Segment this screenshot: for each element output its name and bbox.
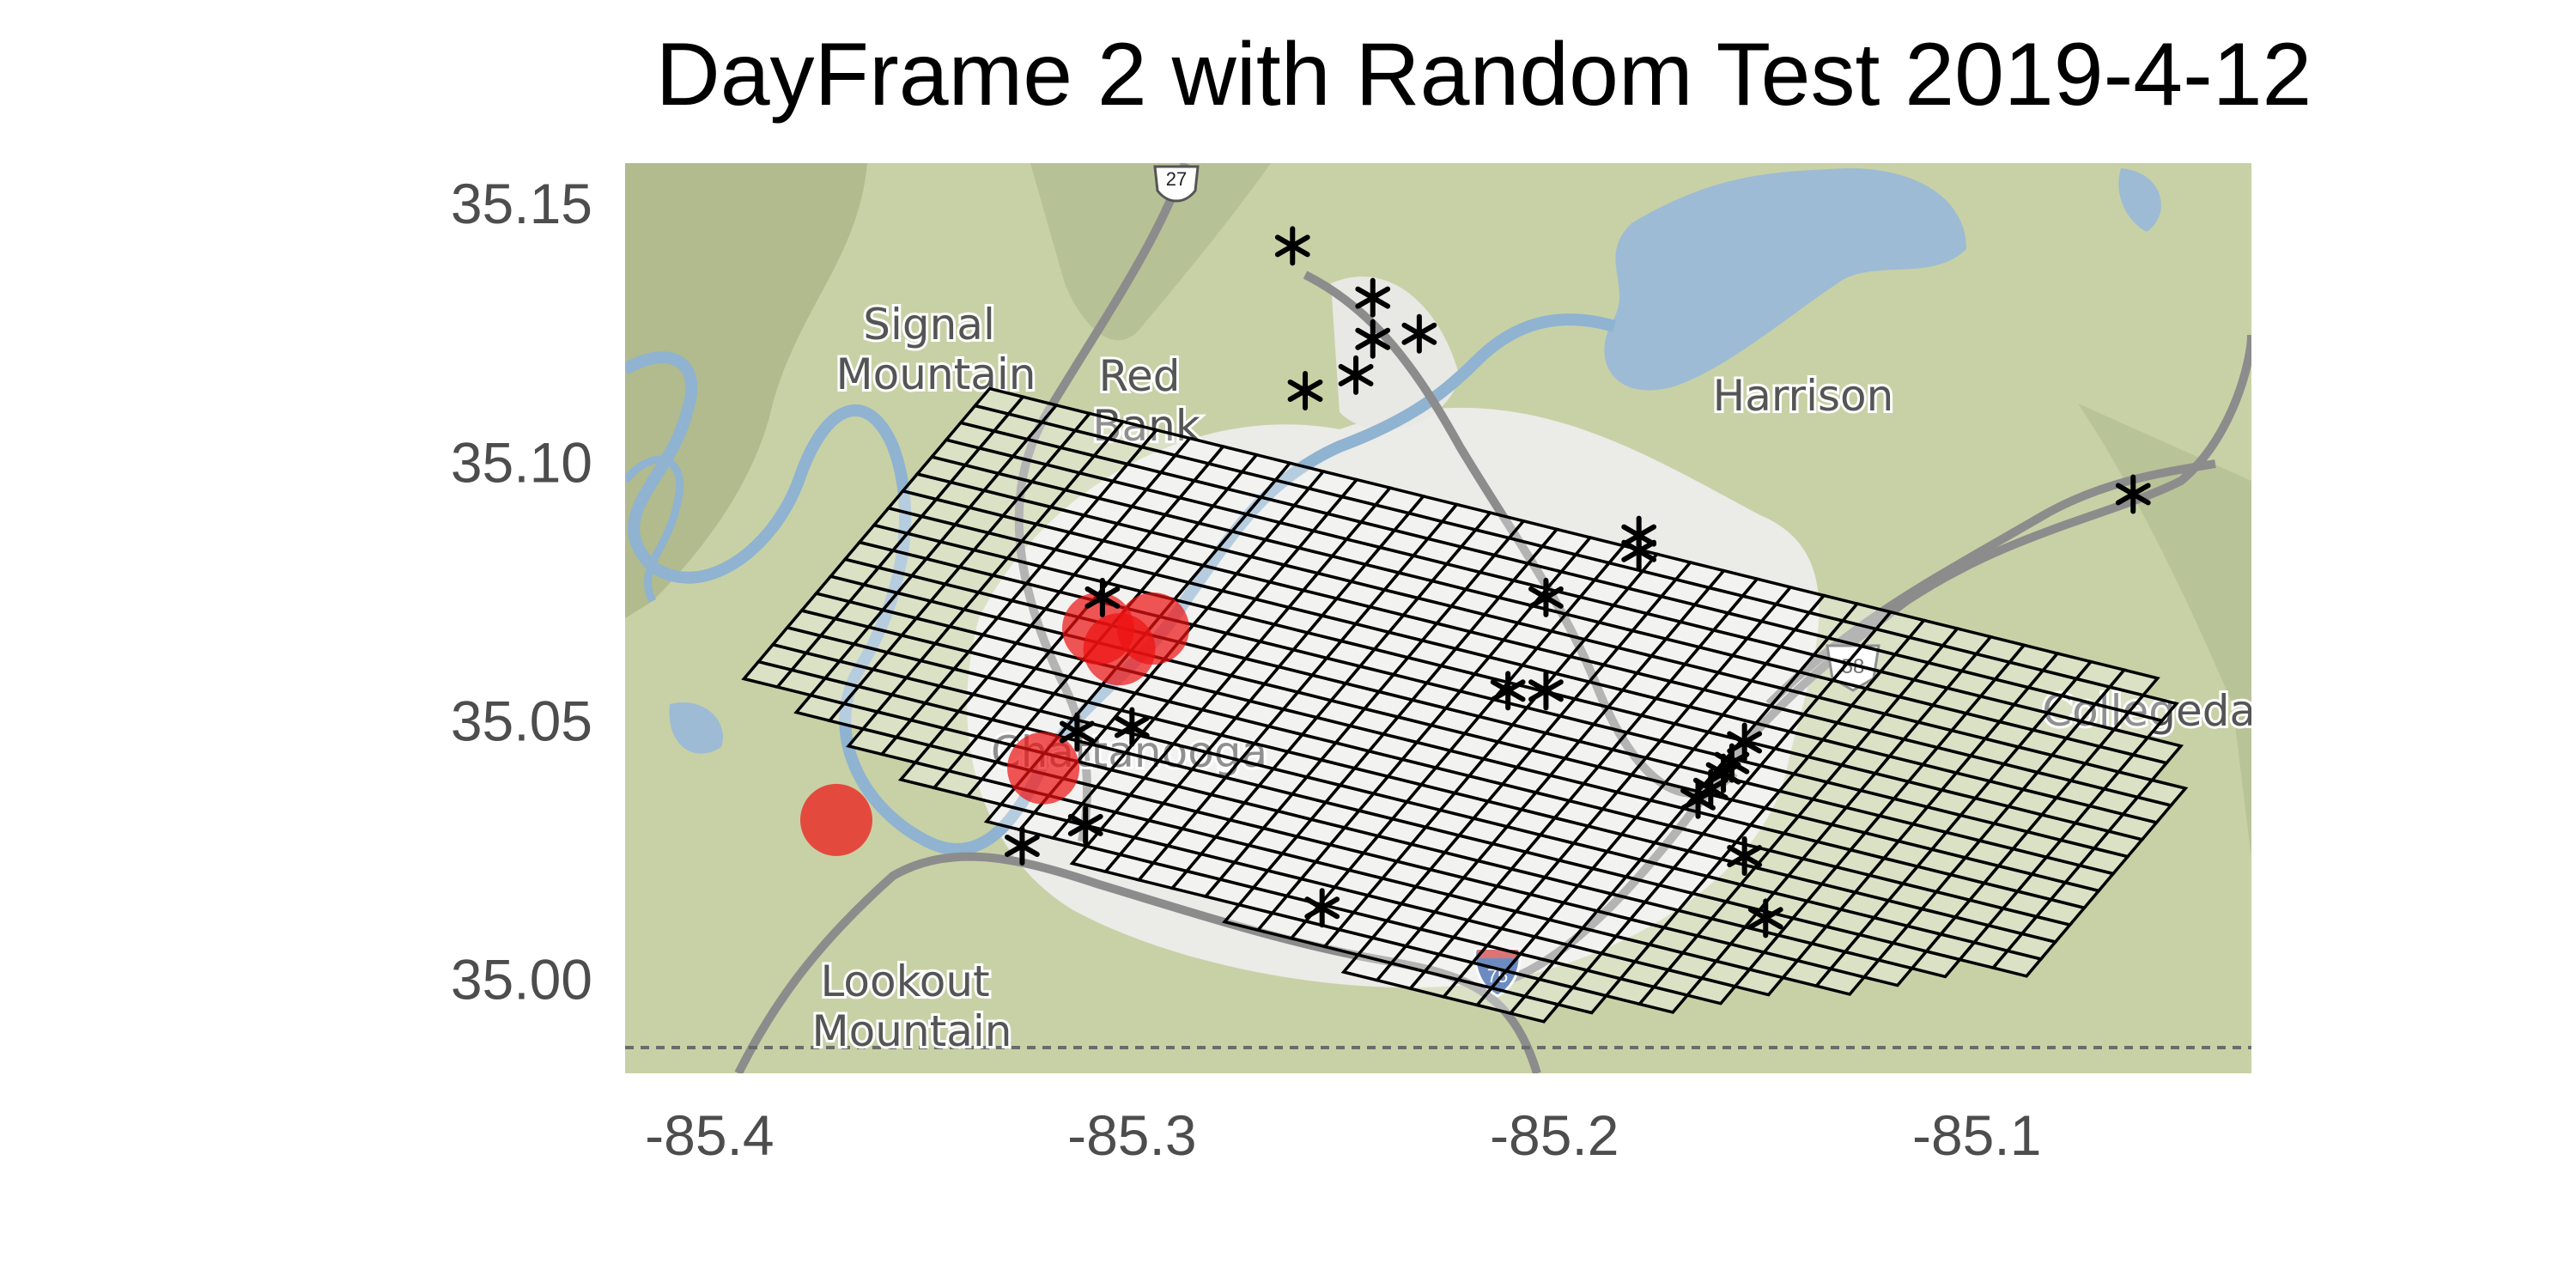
asterisk-stroke [1287,380,1323,402]
asterisk-marker [1727,836,1763,877]
asterisk-marker [1274,226,1310,266]
shield-us-27: 27 [1153,165,1200,203]
ridge-shading [625,163,867,618]
asterisk-marker [1692,769,1728,809]
asterisk-stroke [1067,813,1103,836]
interstate-75 [1510,334,2251,983]
asterisk-marker [1747,898,1783,939]
ridge-shading-3 [2078,404,2251,859]
x-axis-ticks: -85.4 -85.3 -85.2 -85.1 [645,1103,2041,1167]
x-tick-label: -85.1 [1912,1103,2041,1167]
asterisk-marker [1490,671,1526,711]
asterisk-stroke [1355,286,1391,309]
asterisk-stroke [1304,896,1340,920]
asterisk-marker [1338,355,1374,395]
y-tick-label: 35.00 [451,948,592,1012]
place-lookout-mountain-line1: Lookout [820,957,989,1006]
asterisk-stroke [1084,586,1121,609]
asterisk-stroke [1621,539,1657,562]
asterisk-marker [1621,531,1657,571]
asterisk-marker [1528,671,1564,711]
asterisk-stroke [1114,715,1150,738]
asterisk-stroke [1747,907,1783,930]
asterisk-marker [1705,753,1741,793]
asterisk-marker [1355,319,1391,359]
hit-marker [799,783,872,856]
asterisk-marker [1355,277,1391,318]
grid-cell [2130,736,2184,765]
y-tick-label: 35.15 [451,172,592,235]
tennessee-river [625,313,1616,855]
y-axis-ticks: 35.00 35.05 35.10 35.15 [451,172,592,1011]
asterisk-stroke [1528,679,1564,702]
lake-2 [2118,168,2161,232]
asterisk-marker [1084,577,1121,617]
x-tick-label: -85.3 [1067,1103,1196,1167]
asterisk-stroke [1528,586,1564,609]
asterisk-marker [1287,371,1323,410]
asterisk-stroke [1490,679,1526,702]
asterisk-stroke [1059,720,1095,744]
place-red-bank-line1: Red [1099,351,1181,401]
asterisk-stroke [1705,762,1741,785]
us-27 [1014,163,1189,842]
asterisk-stroke [1727,731,1763,754]
lake [1604,167,1966,391]
asterisk-stroke [1727,845,1763,868]
asterisk-stroke [1355,327,1391,350]
asterisk-stroke [1274,234,1310,258]
shield-route-58: 58 [1826,644,1880,692]
map-title: DayFrame 2 with Random Test 2019-4-12 [656,25,2312,125]
asterisk-marker [1528,577,1564,617]
urban-area [967,407,1820,988]
y-tick-label: 35.10 [451,430,592,494]
hit-marker [1007,732,1080,805]
y-tick-label: 35.05 [451,689,592,752]
asterisk-stroke [1338,363,1374,386]
place-lookout-mountain: Lookout Mountain [812,957,1012,1056]
hit-marker [1116,592,1189,665]
asterisk-stroke [1680,787,1716,811]
shield-i-75: 75 [1473,948,1522,998]
basemap-tiles: 27 75 58 Signal Mountain Red Bank Harris… [625,163,2251,1073]
asterisk-marker [1114,707,1150,747]
asterisk-marker [1304,888,1340,928]
map-panel: 27 75 58 Signal Mountain Red Bank Harris… [625,163,2251,1073]
asterisk-marker [1680,779,1716,819]
asterisk-stroke [1401,322,1437,345]
highway-153 [1303,270,1738,798]
grid-cell [2135,778,2189,807]
grid-cell [2125,693,2179,723]
interstate-24 [734,852,1541,1073]
ridge-shading-2 [1030,163,1271,341]
asterisk-marker [1005,826,1040,866]
asterisk-marker [1401,313,1437,354]
x-tick-label: -85.4 [645,1103,774,1167]
asterisk-stroke [2115,483,2151,506]
asterisk-marker [1067,805,1103,845]
river-bend [625,455,683,604]
place-signal-mountain-line1: Signal [863,300,995,349]
asterisk-marker [1059,712,1095,752]
place-harrison: Harrison [1713,371,1894,421]
place-signal-mountain: Signal Mountain [836,300,1036,399]
place-lookout-mountain-line2: Mountain [812,1006,1012,1056]
small-lake [669,702,723,754]
asterisk-stroke [1692,777,1728,800]
asterisk-stroke [1005,835,1040,857]
shield-us-27-label: 27 [1166,168,1187,190]
place-red-bank-line2: Bank [1092,401,1200,451]
x-tick-label: -85.2 [1490,1103,1619,1167]
grid-cell [2106,668,2160,697]
asterisk-marker [2115,474,2151,514]
red-hit-markers [799,592,1189,856]
place-red-bank: Red Bank [1092,351,1200,451]
asterisk-markers [1005,226,2151,939]
